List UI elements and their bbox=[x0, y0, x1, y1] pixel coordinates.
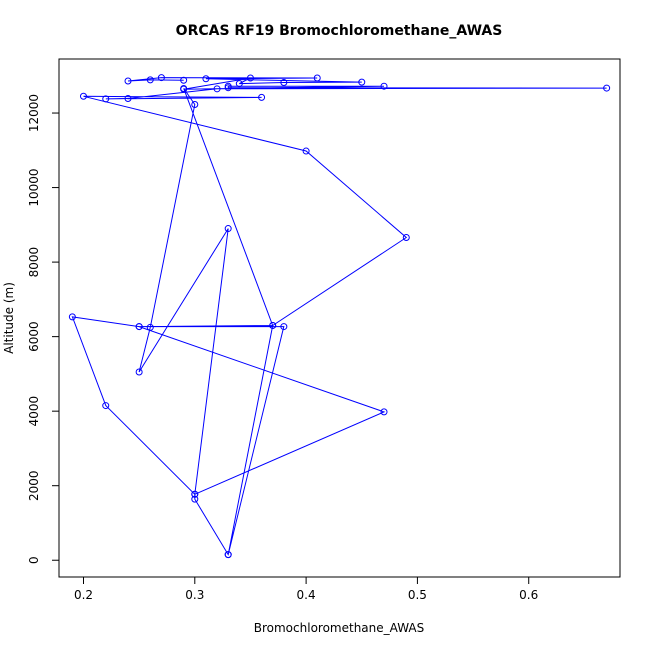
data-point bbox=[280, 323, 288, 331]
data-point bbox=[180, 85, 188, 93]
data-point bbox=[180, 76, 188, 84]
data-point bbox=[224, 82, 232, 90]
data-point bbox=[302, 147, 310, 155]
data-point bbox=[135, 323, 143, 331]
y-tick-label: 4000 bbox=[27, 396, 41, 427]
data-point bbox=[280, 78, 288, 86]
x-tick-label: 0.2 bbox=[74, 588, 93, 602]
y-tick-label: 6000 bbox=[27, 321, 41, 352]
data-point bbox=[224, 551, 232, 559]
data-point bbox=[191, 490, 199, 498]
y-axis: 0 2000 4000 6000 8000 10000 12000 bbox=[27, 94, 60, 564]
data-point bbox=[146, 76, 154, 84]
data-point bbox=[124, 77, 132, 85]
data-point bbox=[102, 402, 110, 410]
data-point bbox=[380, 408, 388, 416]
x-tick-label: 0.3 bbox=[185, 588, 204, 602]
data-point bbox=[68, 313, 76, 321]
series-line bbox=[71, 77, 607, 556]
x-tick-label: 0.4 bbox=[297, 588, 316, 602]
y-axis-label: Altitude (m) bbox=[2, 282, 16, 354]
data-point bbox=[235, 80, 243, 88]
data-point bbox=[191, 100, 199, 108]
data-point bbox=[213, 85, 221, 93]
data-point bbox=[246, 74, 254, 82]
x-tick-label: 0.5 bbox=[408, 588, 427, 602]
x-tick-label: 0.6 bbox=[519, 588, 538, 602]
data-point bbox=[224, 225, 232, 233]
data-point bbox=[135, 368, 143, 376]
data-point bbox=[380, 82, 388, 90]
data-point bbox=[603, 84, 611, 92]
x-axis: 0.2 0.3 0.4 0.5 0.6 bbox=[74, 576, 538, 602]
data-point bbox=[202, 75, 210, 83]
chart-title: ORCAS RF19 Bromochloromethane_AWAS bbox=[176, 23, 503, 39]
y-tick-label: 8000 bbox=[27, 247, 41, 278]
data-point bbox=[358, 78, 366, 86]
data-point bbox=[124, 95, 132, 103]
data-point bbox=[102, 95, 110, 103]
data-point bbox=[79, 92, 87, 100]
x-axis-label: Bromochloromethane_AWAS bbox=[254, 621, 424, 635]
data-point bbox=[313, 74, 321, 82]
y-tick-label: 12000 bbox=[27, 94, 41, 132]
y-tick-label: 10000 bbox=[27, 168, 41, 206]
data-point bbox=[146, 323, 154, 331]
data-point bbox=[157, 74, 165, 82]
data-point bbox=[402, 234, 410, 242]
data-point bbox=[258, 93, 266, 101]
y-tick-label: 2000 bbox=[27, 470, 41, 501]
y-tick-label: 0 bbox=[27, 556, 41, 564]
series-layer bbox=[68, 74, 611, 559]
data-point bbox=[191, 495, 199, 503]
data-point bbox=[269, 321, 277, 329]
